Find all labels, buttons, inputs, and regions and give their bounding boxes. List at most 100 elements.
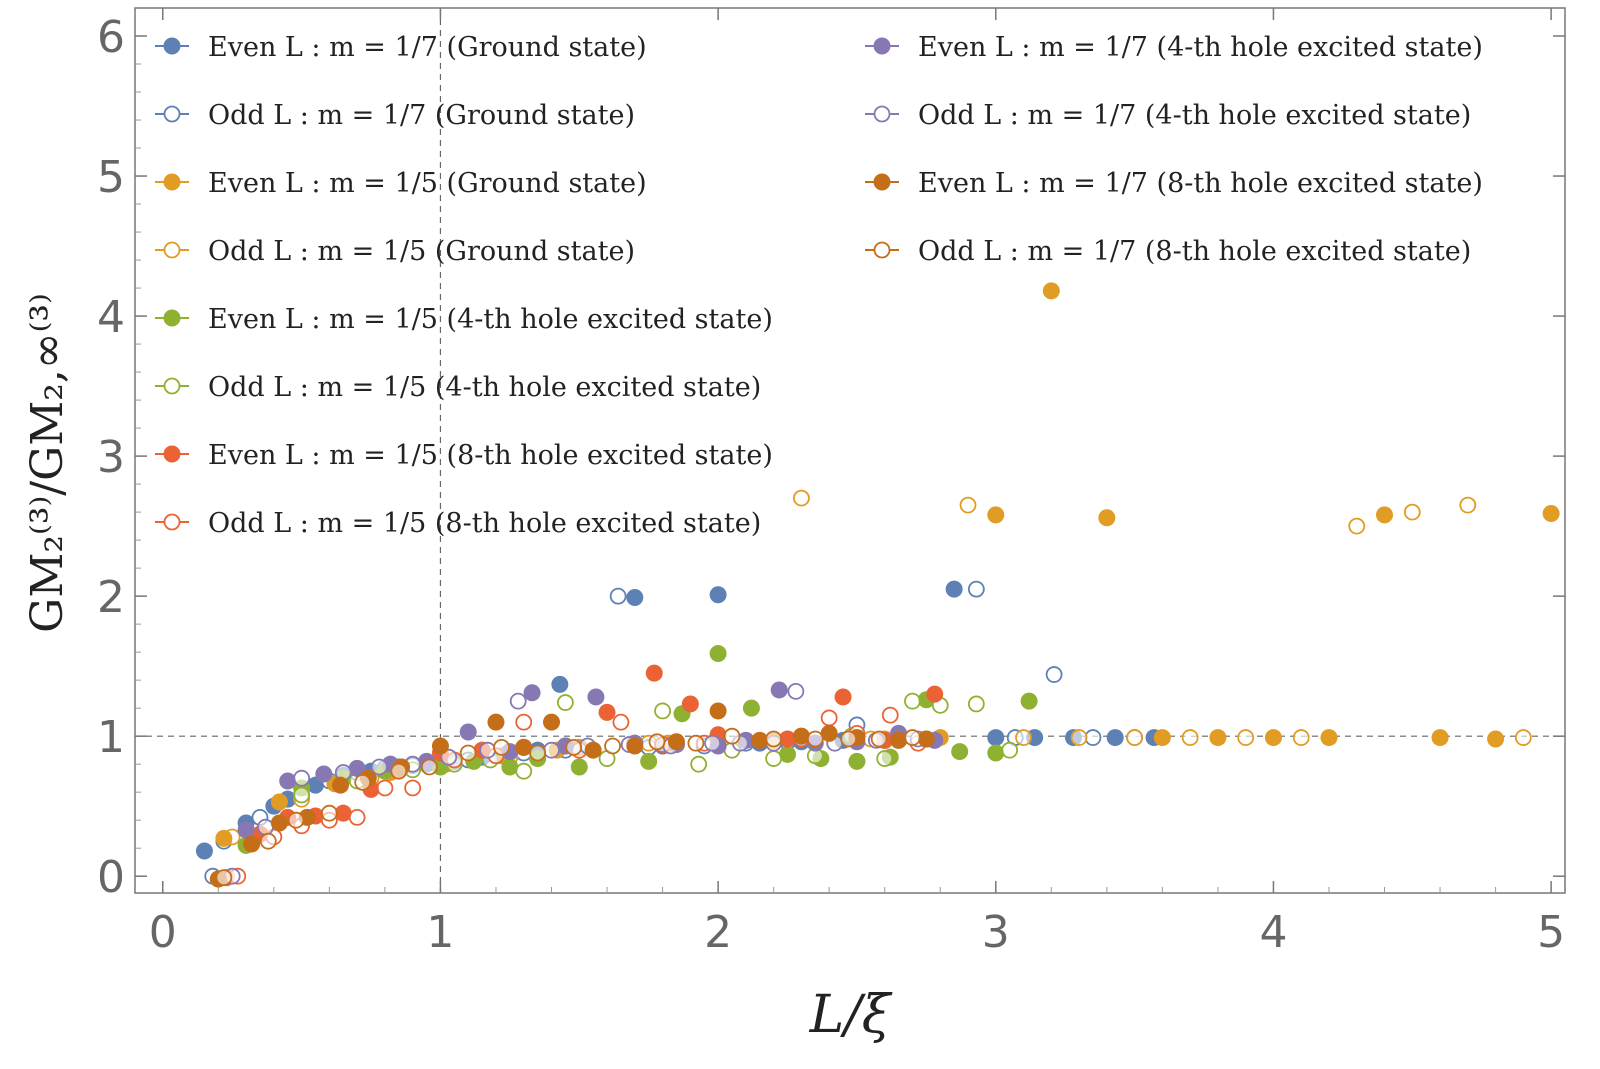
data-point-filled: [598, 703, 616, 721]
data-point-filled: [1042, 282, 1060, 300]
legend-label: Odd L : m = 1/5 (4-th hole excited state…: [208, 372, 761, 403]
data-point-filled: [834, 688, 852, 706]
data-point-open: [959, 496, 977, 514]
x-tick-label: 2: [704, 907, 732, 958]
data-point-filled: [667, 733, 685, 751]
legend-swatch-marker: [163, 105, 181, 123]
data-point-open: [565, 738, 583, 756]
data-point-open: [967, 580, 985, 598]
data-point-open: [967, 695, 985, 713]
legend-label: Even L : m = 1/7 (4-th hole excited stat…: [918, 32, 1483, 63]
x-axis-label: L/ξ: [809, 985, 893, 1045]
data-point-filled: [215, 829, 233, 847]
data-point-open: [348, 808, 366, 826]
legend-label: Odd L : m = 1/7 (4-th hole excited state…: [918, 100, 1471, 131]
legend-swatch-marker: [163, 513, 181, 531]
data-point-open: [215, 869, 233, 886]
data-point-filled: [987, 729, 1005, 747]
legend-item: Even L : m = 1/5 (4-th hole excited stat…: [155, 304, 773, 335]
data-point-open: [904, 692, 921, 710]
data-point-filled: [331, 776, 349, 794]
data-point-open: [806, 730, 824, 748]
data-point-open: [1126, 729, 1144, 746]
data-point-open: [765, 730, 783, 748]
data-point-filled: [270, 814, 288, 832]
axis-labels: L/ξ GM₂⁽³⁾/GM₂,∞⁽³⁾: [22, 293, 893, 1045]
data-point-filled: [820, 724, 838, 742]
legend-label: Odd L : m = 1/7 (8-th hole excited state…: [918, 236, 1471, 267]
legend-label: Even L : m = 1/7 (Ground state): [208, 32, 647, 63]
data-point-open: [479, 741, 497, 759]
data-point-open: [376, 779, 394, 797]
data-point-open: [1070, 729, 1088, 746]
data-point-filled: [709, 702, 727, 720]
data-point-filled: [237, 821, 255, 839]
data-point-open: [881, 706, 899, 724]
data-point-filled: [1209, 729, 1227, 747]
legend-item: Odd L : m = 1/5 (8-th hole excited state…: [155, 508, 761, 539]
data-point-open: [612, 713, 630, 731]
data-point-filled: [523, 684, 541, 702]
data-point-open: [687, 734, 705, 752]
legend-label: Odd L : m = 1/5 (Ground state): [208, 236, 635, 267]
data-point-filled: [640, 752, 658, 770]
data-point-open: [287, 811, 305, 829]
data-point-open: [704, 734, 721, 752]
data-point-filled: [1376, 506, 1394, 524]
data-point-open: [609, 587, 627, 605]
legend-swatch-marker: [163, 377, 181, 395]
x-tick-label: 1: [426, 907, 454, 958]
data-point-open: [648, 733, 666, 751]
legend: Even L : m = 1/7 (Ground state) Odd L : m…: [155, 32, 1483, 539]
x-tick-label: 4: [1259, 907, 1287, 958]
legend-item: Even L : m = 1/7 (Ground state): [155, 32, 647, 63]
data-point-filled: [431, 737, 449, 755]
legend-swatch-marker: [163, 173, 181, 191]
data-point-open: [1045, 666, 1063, 683]
data-point-open: [515, 762, 533, 780]
data-point-open: [259, 832, 277, 850]
legend-item: Odd L : m = 1/5 (4-th hole excited state…: [155, 372, 761, 403]
data-point-filled: [243, 835, 261, 853]
plot-frame: [134, 7, 1566, 894]
data-point-filled: [1153, 729, 1171, 747]
data-point-open: [787, 682, 805, 700]
legend-swatch-marker: [873, 241, 891, 259]
x-tick-label: 0: [149, 907, 177, 958]
data-point-filled: [570, 758, 588, 776]
data-point-open: [493, 738, 510, 756]
data-point-open: [556, 694, 574, 711]
legend-swatch-marker: [163, 37, 181, 55]
data-point-filled: [770, 681, 788, 699]
legend-label: Even L : m = 1/7 (8-th hole excited stat…: [918, 168, 1483, 199]
legend-label: Even L : m = 1/5 (8-th hole excited stat…: [208, 440, 773, 471]
data-point-open: [1001, 741, 1019, 759]
data-point-filled: [742, 699, 760, 717]
data-point-open: [793, 489, 810, 507]
y-tick-label: 3: [97, 432, 125, 483]
data-point-filled: [1487, 730, 1505, 748]
x-tick-label: 3: [982, 907, 1010, 958]
data-point-open: [459, 744, 477, 762]
data-point-open: [515, 713, 533, 731]
legend-swatch-marker: [873, 173, 891, 191]
data-point-filled: [951, 743, 969, 761]
data-point-open: [820, 709, 838, 727]
data-point-filled: [848, 752, 866, 770]
data-point-open: [1514, 729, 1532, 746]
data-point-filled: [1020, 692, 1038, 710]
legend-swatch-marker: [163, 309, 181, 327]
legend-label: Odd L : m = 1/5 (8-th hole excited state…: [208, 508, 761, 539]
data-point-filled: [709, 645, 727, 663]
data-point-open: [840, 730, 858, 748]
data-point-filled: [792, 727, 810, 745]
data-point-open: [723, 727, 741, 745]
data-point-open: [293, 769, 311, 787]
legend-label: Even L : m = 1/5 (4-th hole excited stat…: [208, 304, 773, 335]
data-point-filled: [195, 842, 213, 860]
data-point-open: [1292, 729, 1310, 746]
data-point-filled: [751, 731, 769, 749]
legend-item: Even L : m = 1/7 (8-th hole excited stat…: [865, 168, 1483, 199]
legend-item: Odd L : m = 1/7 (4-th hole excited state…: [865, 100, 1471, 131]
y-tick-label: 0: [97, 852, 125, 903]
